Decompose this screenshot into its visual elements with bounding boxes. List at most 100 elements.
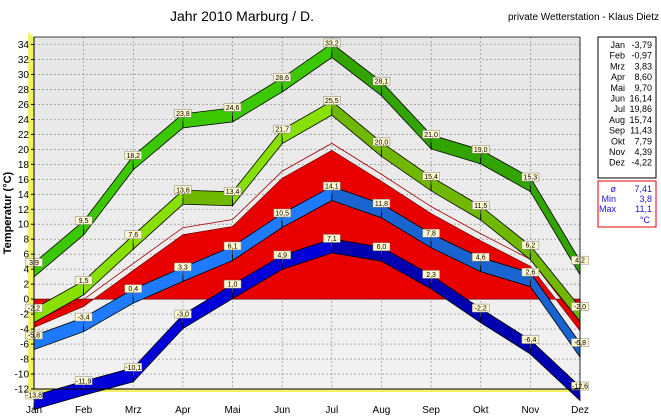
svg-text:11,5: 11,5	[474, 203, 487, 210]
side-table-value: -3,79	[631, 40, 652, 50]
y-tick-label: 20	[18, 145, 30, 156]
svg-text:-2,2: -2,2	[475, 306, 487, 313]
y-tick-label: -4	[20, 325, 29, 336]
data-label: 4,9	[273, 250, 291, 264]
data-label: 1,5	[74, 276, 93, 289]
data-label: 2,3	[422, 270, 440, 283]
data-label: -2,2	[471, 303, 490, 317]
svg-text:15,4: 15,4	[424, 174, 438, 181]
svg-text:7,8: 7,8	[426, 231, 436, 238]
data-label: 28,1	[372, 76, 391, 90]
side-table-month: Sep	[609, 126, 625, 136]
side-table-month: Okt	[611, 136, 626, 146]
svg-text:21,7: 21,7	[275, 127, 289, 134]
side-table-value: 15,74	[629, 115, 652, 125]
side-table-stat-key: Min	[601, 194, 616, 204]
y-tick-label: -6	[20, 340, 29, 351]
data-label: 0,4	[124, 284, 143, 298]
side-table-month: Feb	[609, 51, 625, 61]
y-tick-label: 10	[18, 220, 30, 231]
data-label: 20,0	[372, 137, 391, 151]
svg-text:4,9: 4,9	[277, 252, 287, 259]
x-tick-label: Okt	[473, 405, 489, 416]
side-table-month: Mrz	[610, 61, 625, 71]
data-label: 13,4	[223, 187, 242, 200]
svg-text:2,3: 2,3	[426, 272, 436, 279]
svg-text:19,0: 19,0	[474, 147, 488, 154]
side-table-value: -4,22	[631, 158, 652, 168]
y-tick-label: 34	[18, 40, 30, 51]
svg-text:24,6: 24,6	[226, 105, 240, 112]
svg-text:14,1: 14,1	[325, 184, 339, 191]
side-table-month: Dez	[609, 158, 626, 168]
y-tick-label: 22	[18, 130, 30, 141]
side-table-stat-value: 7,41	[634, 184, 652, 194]
side-table-value: 19,86	[629, 104, 652, 114]
svg-text:-6,4: -6,4	[524, 337, 536, 344]
data-label: 15,4	[422, 172, 440, 185]
side-table-stat-value: 11,1	[635, 204, 652, 214]
x-tick-label: Dez	[571, 405, 589, 416]
side-table-value: 4,39	[634, 147, 652, 157]
data-label: -6,4	[521, 335, 540, 349]
y-tick-label: 28	[18, 85, 30, 96]
svg-text:-11,9: -11,9	[76, 378, 92, 385]
side-table-month: Nov	[609, 147, 626, 157]
side-table-month: Jul	[613, 104, 625, 114]
y-tick-label: 32	[18, 55, 30, 66]
svg-text:3,3: 3,3	[178, 264, 188, 271]
side-table-month: Jun	[610, 94, 625, 104]
svg-text:25,5: 25,5	[325, 98, 339, 105]
data-label: 25,5	[323, 96, 341, 110]
svg-text:10,5: 10,5	[275, 210, 289, 217]
svg-text:33,2: 33,2	[325, 40, 339, 47]
side-table: Jan -3,79 Feb -0,97 Mrz 3,83 Apr 8,60 Mai 9,70 Jun…	[597, 36, 657, 228]
y-tick-label: 0	[23, 295, 29, 306]
side-table-stat-key: ø	[611, 184, 617, 194]
svg-text:-10,1: -10,1	[125, 365, 141, 372]
side-table-unit: °C	[640, 215, 651, 225]
y-tick-label: 26	[18, 100, 30, 111]
series-band-meanmax	[33, 100, 581, 324]
y-tick-label: -2	[20, 310, 29, 321]
svg-text:13,6: 13,6	[176, 187, 190, 194]
side-table-value: 8,60	[634, 72, 652, 82]
series-bands	[33, 42, 581, 411]
svg-text:18,2: 18,2	[126, 153, 140, 160]
y-tick-label: 24	[18, 115, 30, 126]
series-band-meanmin	[33, 238, 581, 411]
series-band-mean	[33, 185, 581, 359]
side-table-value: 7,79	[634, 136, 652, 146]
svg-text:7,6: 7,6	[128, 232, 138, 239]
x-tick-label: Nov	[521, 405, 539, 416]
y-tick-label: 8	[23, 235, 29, 246]
side-table-stat-value: 3,8	[639, 194, 652, 204]
data-label: 11,8	[372, 199, 391, 212]
svg-text:11,8: 11,8	[375, 201, 388, 208]
x-tick-label: Feb	[75, 405, 93, 416]
left-wall	[28, 32, 34, 392]
x-tick-label: Apr	[175, 405, 191, 416]
x-tick-label: Jan	[26, 405, 42, 416]
y-axis-label: Temperatur (°C)	[2, 171, 14, 254]
side-table-value: 3,83	[634, 61, 652, 71]
data-label: 23,8	[174, 109, 192, 122]
y-tick-label: -12	[15, 385, 30, 396]
data-label: -10,1	[124, 363, 143, 376]
data-label: 28,6	[273, 73, 291, 86]
svg-text:0,4: 0,4	[128, 286, 138, 293]
svg-text:1,5: 1,5	[79, 278, 89, 285]
chart-subtitle: private Wetterstation - Klaus Dietz	[508, 12, 659, 23]
svg-text:28,6: 28,6	[275, 75, 289, 82]
series-band-absmax	[33, 42, 581, 278]
side-table-value: 16,14	[629, 94, 652, 104]
svg-text:6,1: 6,1	[228, 243, 238, 250]
svg-text:20,0: 20,0	[375, 139, 389, 146]
y-tick-label: 2	[23, 280, 29, 291]
svg-text:1,0: 1,0	[228, 282, 238, 289]
svg-text:15,3: 15,3	[524, 175, 538, 182]
svg-text:28,1: 28,1	[375, 79, 389, 86]
data-label: -3,0	[174, 309, 192, 323]
data-label: 3,3	[174, 262, 192, 276]
